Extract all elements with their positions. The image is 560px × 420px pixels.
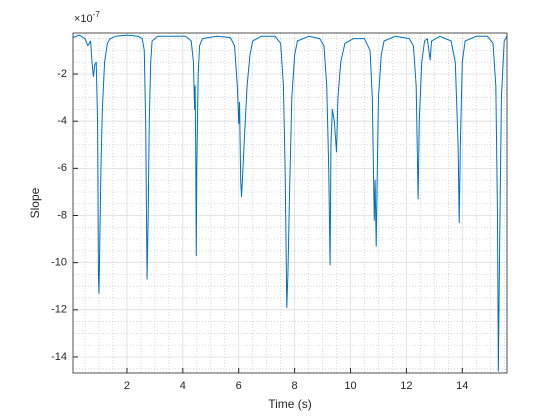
- y-tick-label: -4: [57, 115, 67, 127]
- y-multiplier: ×10-7: [74, 10, 100, 25]
- x-tick-label: 12: [400, 380, 412, 392]
- y-tick-label: -12: [51, 304, 67, 316]
- x-tick-label: 2: [124, 380, 130, 392]
- y-tick-label: -8: [57, 209, 67, 221]
- y-axis-label: Slope: [28, 187, 42, 218]
- axes-box: [72, 32, 508, 374]
- y-tick-label: -6: [57, 162, 67, 174]
- y-tick-label: -10: [51, 257, 67, 269]
- x-axis-label: Time (s): [268, 397, 312, 411]
- y-tick-label: -14: [51, 351, 67, 363]
- y-tick-label: -2: [57, 68, 67, 80]
- x-tick-label: 6: [236, 380, 242, 392]
- multiplier-base: ×10: [74, 13, 93, 25]
- x-tick-label: 10: [344, 380, 356, 392]
- data-line: [72, 34, 508, 372]
- x-tick-label: 14: [456, 380, 468, 392]
- multiplier-exponent: -7: [93, 10, 101, 19]
- x-tick-label: 4: [180, 380, 186, 392]
- x-tick-label: 8: [292, 380, 298, 392]
